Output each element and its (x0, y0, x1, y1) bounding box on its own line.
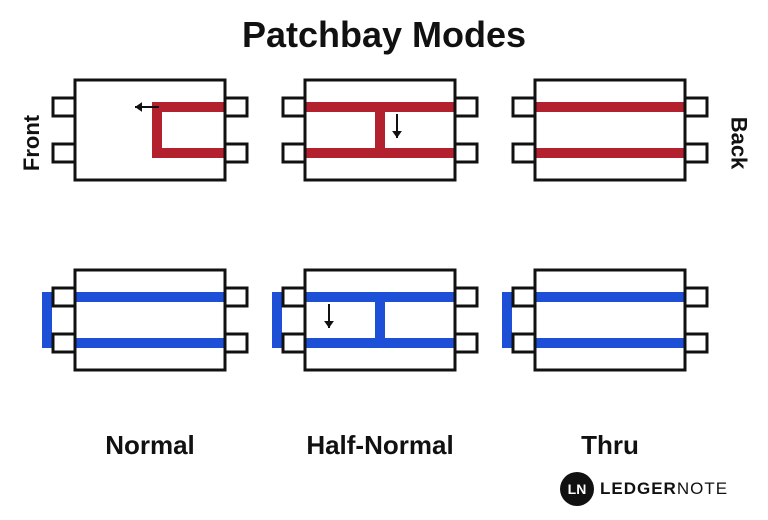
brand-logo: LN LEDGERNOTE (560, 472, 728, 506)
logo-roundel: LN (560, 472, 594, 506)
logo-wordmark: LEDGERNOTE (600, 479, 728, 499)
logo-word-light: NOTE (677, 479, 728, 498)
logo-word-bold: LEDGER (600, 479, 677, 498)
diagram-stage (0, 0, 768, 520)
